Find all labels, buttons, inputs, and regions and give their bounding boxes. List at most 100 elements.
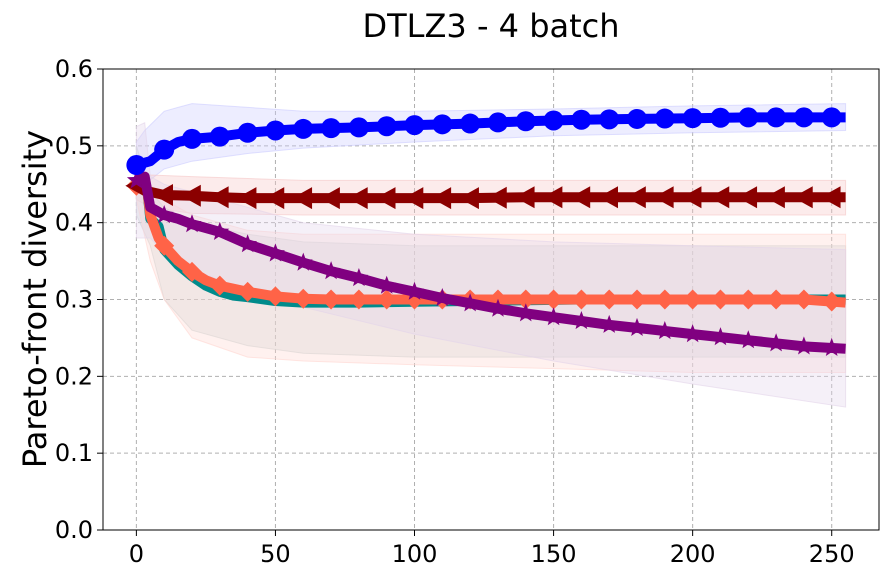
purple-point	[655, 321, 675, 340]
blue-point	[432, 114, 453, 135]
coral-point	[766, 289, 787, 310]
purple-point	[321, 261, 341, 280]
blue-point	[182, 128, 203, 149]
darkred-point	[292, 187, 313, 210]
blue-point	[265, 120, 286, 141]
blue-point	[738, 107, 759, 128]
darkred-point	[375, 187, 396, 210]
darkred-point	[486, 186, 507, 209]
blue-point	[348, 117, 369, 138]
y-tick-label: 0.2	[55, 362, 93, 390]
darkred-point	[236, 187, 257, 210]
darkred-point	[737, 186, 758, 209]
blue-point	[654, 108, 675, 129]
blue-point	[209, 126, 230, 147]
purple-point	[265, 243, 285, 262]
darkred-point	[153, 184, 173, 207]
blue-point	[487, 112, 508, 133]
coral-point	[237, 281, 258, 302]
y-tick-label: 0.1	[55, 439, 93, 467]
purple-point	[432, 288, 452, 307]
blue-point	[766, 107, 787, 128]
purple-series	[126, 170, 846, 356]
plot-frame	[102, 68, 880, 531]
coral-point	[348, 289, 369, 310]
y-tick-label: 0.4	[55, 209, 93, 237]
purple-point	[349, 268, 369, 287]
blue-point	[404, 115, 425, 136]
coral-point	[738, 289, 759, 310]
coral-point	[182, 261, 203, 282]
blue-point	[627, 108, 648, 129]
darkred-point	[653, 186, 674, 209]
series-lines	[125, 107, 846, 356]
purple-point	[210, 221, 230, 240]
x-tick-label: 0	[129, 540, 144, 568]
coral-point	[627, 289, 648, 310]
blue-point	[571, 109, 592, 130]
coral-point	[793, 289, 814, 310]
y-axis-label: Pareto-front diversity	[16, 130, 54, 468]
darkred-point	[681, 186, 702, 209]
purple-point	[405, 281, 424, 300]
blue-point	[376, 116, 397, 137]
darkred-point	[320, 187, 340, 210]
blue-point	[599, 109, 620, 130]
purple-point	[571, 311, 591, 330]
purple-point	[377, 275, 397, 294]
coral-point	[821, 291, 842, 312]
darkred-series	[125, 174, 846, 210]
coral-point	[571, 289, 592, 310]
blue-point	[126, 155, 147, 176]
coral-point	[654, 289, 675, 310]
purple-point	[182, 214, 202, 233]
purple-point	[544, 307, 564, 326]
coral-point	[209, 275, 230, 296]
y-tick-label: 0.0	[55, 516, 93, 544]
darkred-point	[570, 186, 591, 209]
coral-point	[265, 286, 286, 307]
darkred-point	[542, 186, 563, 209]
darkred-point	[403, 187, 424, 210]
coral-point	[515, 289, 536, 310]
darkred-point	[208, 186, 229, 209]
darkred-point	[626, 186, 646, 209]
coral-point	[321, 289, 342, 310]
darkred-point	[264, 187, 285, 210]
coral-point	[154, 235, 175, 256]
x-tick-label: 150	[531, 540, 577, 568]
darkred-point	[514, 186, 535, 209]
purple-point	[738, 330, 758, 349]
x-tick-label: 250	[809, 540, 855, 568]
darkred-point	[598, 186, 619, 209]
darkred-point	[820, 186, 841, 209]
coral-point	[376, 289, 397, 310]
coral-point	[599, 289, 620, 310]
blue-point	[237, 122, 258, 143]
blue-point	[793, 107, 814, 128]
coral-point	[710, 289, 731, 310]
purple-point	[516, 303, 536, 322]
darkred-point	[709, 186, 730, 209]
y-tick-label: 0.6	[55, 55, 93, 83]
coral-point	[682, 289, 703, 310]
y-tick-label: 0.3	[55, 286, 93, 314]
blue-point	[710, 107, 731, 128]
blue-point	[154, 139, 175, 160]
blue-series	[126, 107, 846, 176]
purple-point	[488, 298, 508, 317]
blue-point	[321, 118, 342, 139]
blue-point	[543, 110, 564, 131]
blue-point	[460, 113, 481, 134]
blue-point	[293, 118, 314, 139]
purple-point	[794, 336, 814, 355]
confidence-bands	[135, 103, 847, 408]
darkred-point	[347, 187, 368, 210]
purple-point	[238, 234, 258, 253]
purple-point	[126, 170, 146, 189]
darkred-point	[431, 187, 452, 210]
purple-point	[766, 333, 786, 352]
axes: 0 50 100 150 200 250 0.0 0.1 0.2 0.3 0.4 0.5 0.6	[55, 55, 880, 568]
coral-point	[293, 288, 314, 309]
